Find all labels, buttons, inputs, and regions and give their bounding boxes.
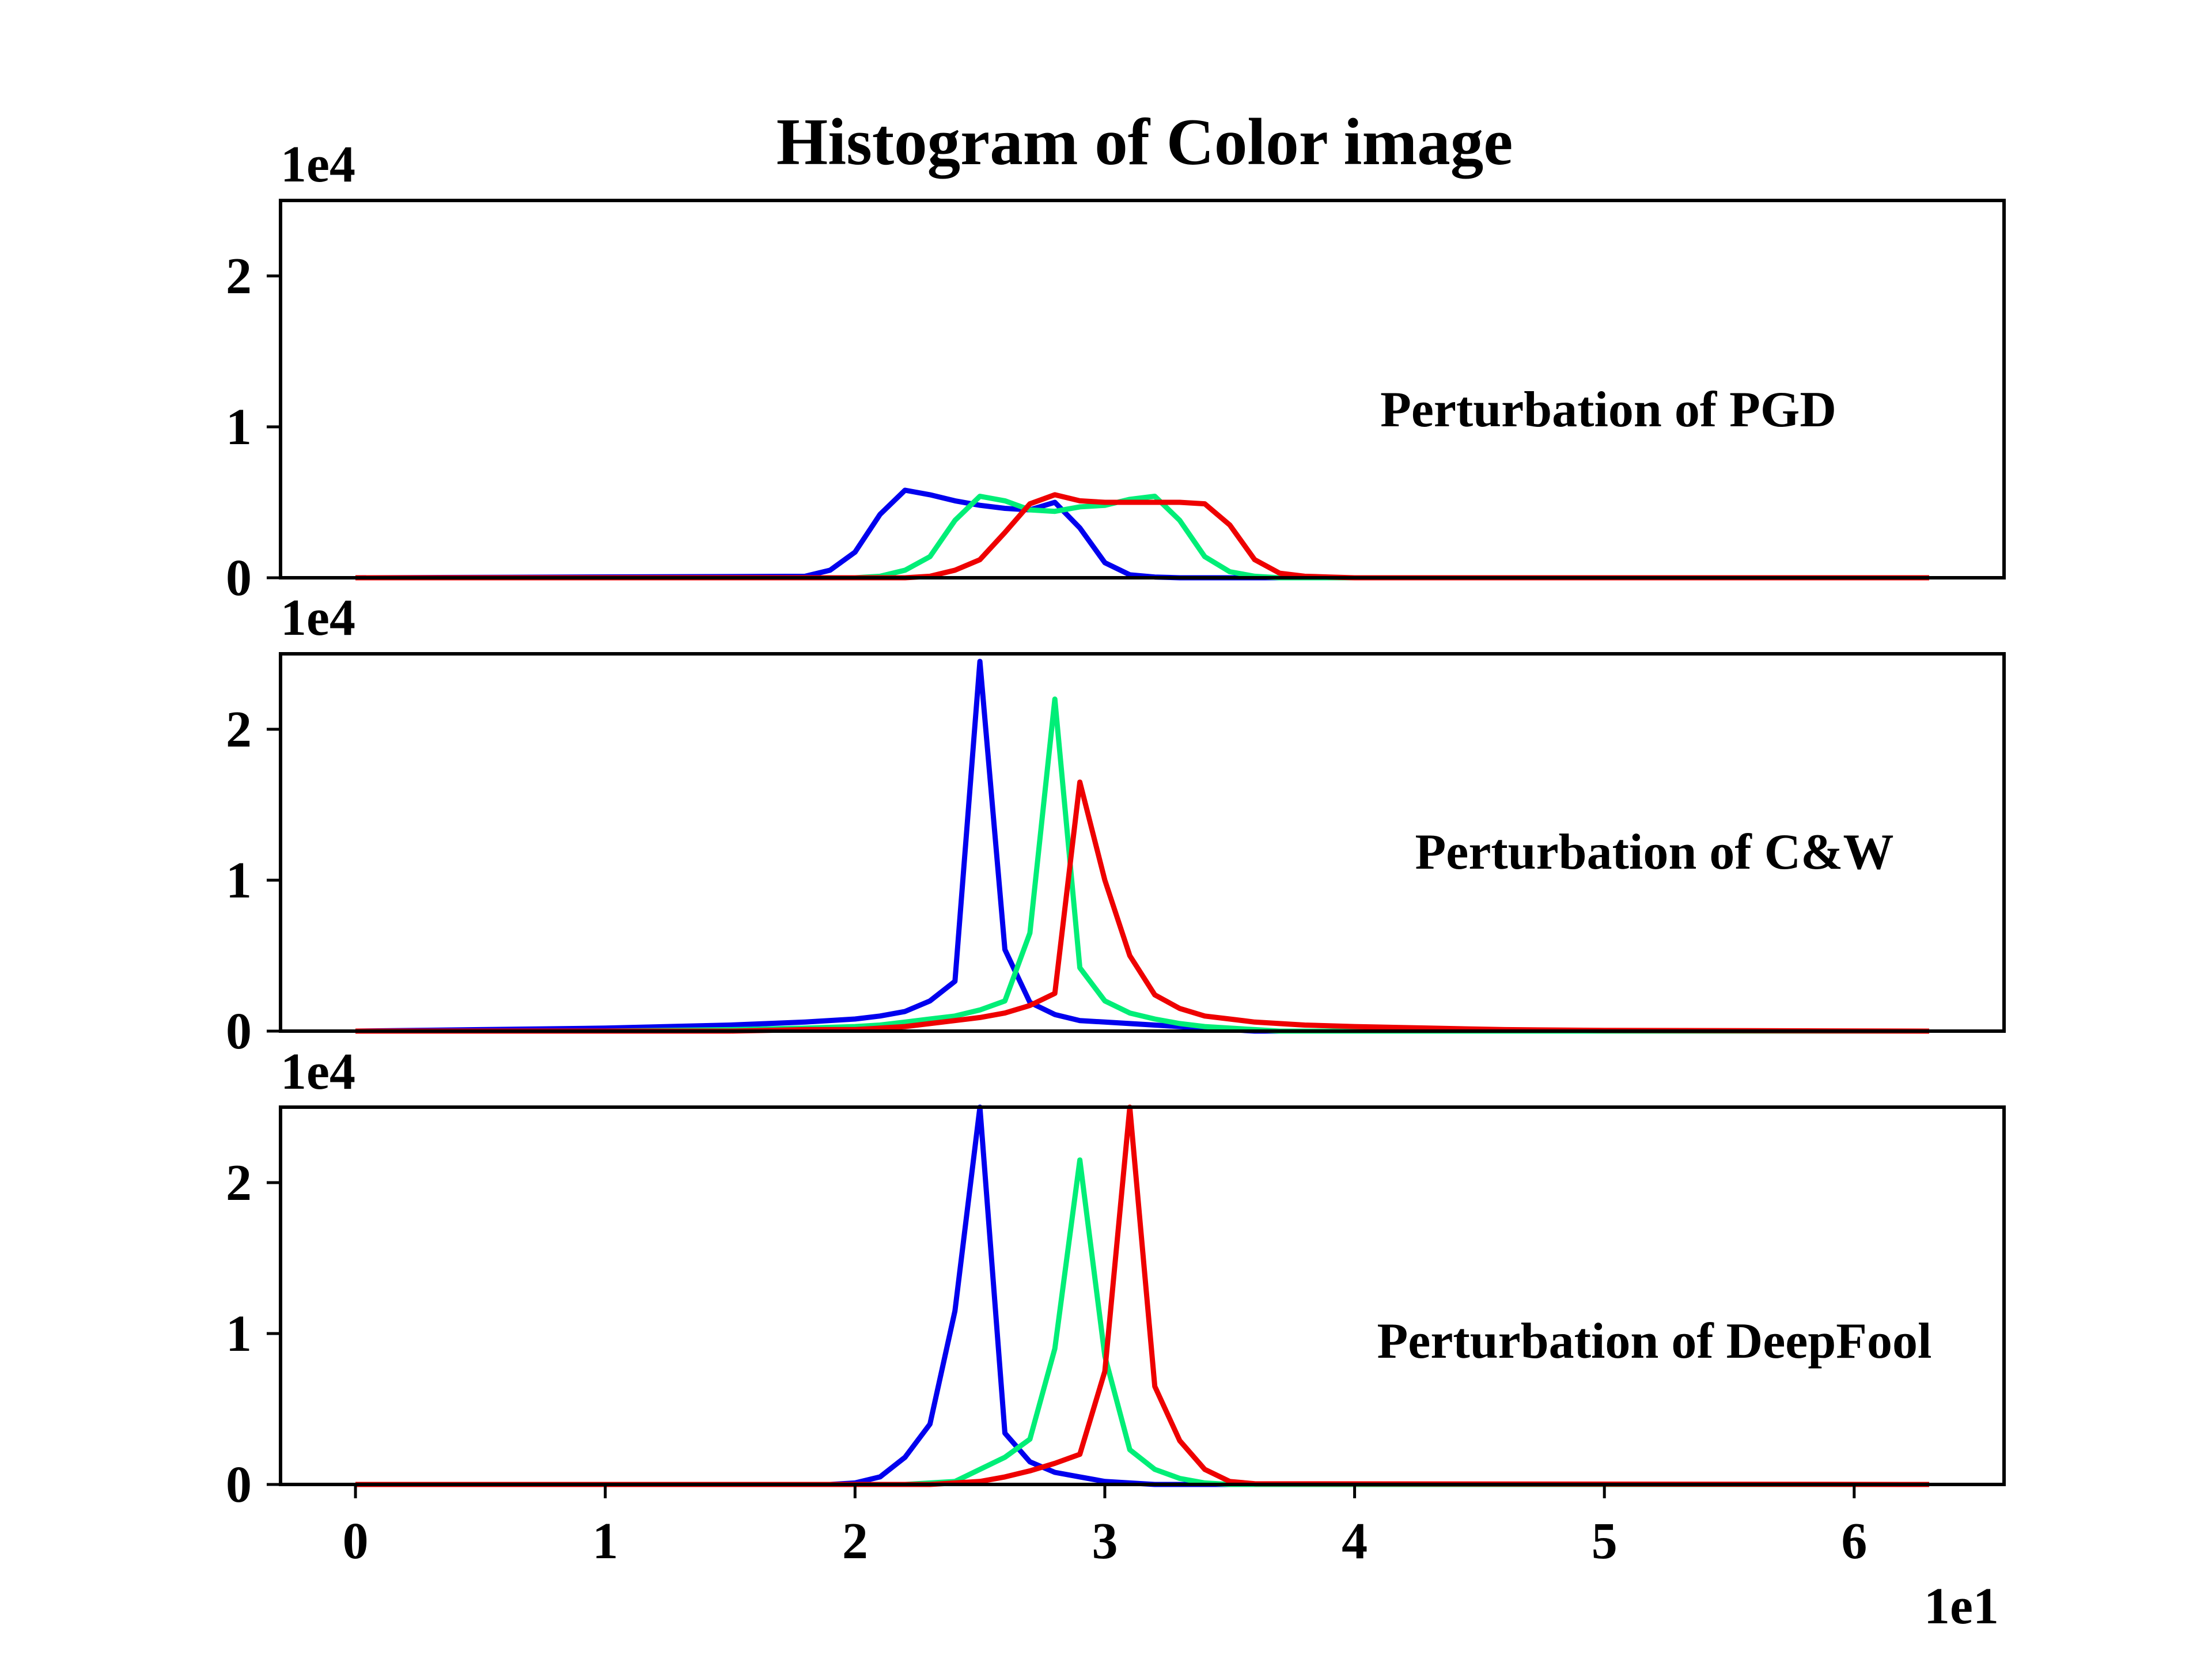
y-tick-label: 2 (226, 1154, 252, 1211)
panel-deepfool-annotation: Perturbation of DeepFool (1377, 1313, 1932, 1369)
x-tick-label: 2 (842, 1513, 868, 1570)
panel-cw: 0 1 2 1e4 Perturbation of C&W (226, 589, 2006, 1060)
panel-cw-annotation: Perturbation of C&W (1415, 824, 1894, 880)
x-tick-label: 4 (1342, 1513, 1368, 1570)
x-tick-label: 6 (1841, 1513, 1867, 1570)
panel-cw-frame (279, 652, 2006, 1033)
panel-pgd-yticks: 0 1 2 (226, 248, 281, 607)
x-tick-label: 5 (1592, 1513, 1618, 1570)
y-tick-label: 0 (226, 1003, 252, 1060)
figure-title: Histogram of Color image (777, 105, 1513, 179)
panel-cw-y-scale-label: 1e4 (281, 589, 355, 646)
panel-deepfool-xticks: 0 1 2 3 4 5 6 (343, 1484, 1867, 1570)
panel-deepfool-frame (279, 1105, 2006, 1486)
x-scale-label: 1e1 (1924, 1578, 1999, 1635)
panel-pgd-frame (279, 199, 2006, 579)
y-tick-label: 0 (226, 1456, 252, 1513)
x-tick-label: 1 (592, 1513, 618, 1570)
panel-pgd-annotation: Perturbation of PGD (1380, 382, 1836, 438)
panel-deepfool: 0 1 2 0 1 2 3 4 5 6 1e4 Perturbation of DeepFool… (226, 1043, 2006, 1635)
y-tick-label: 2 (226, 248, 252, 305)
y-tick-label: 1 (226, 852, 252, 909)
y-tick-label: 0 (226, 550, 252, 607)
panel-pgd: 0 1 2 1e4 Perturbation of PGD (226, 136, 2006, 607)
panel-deepfool-yticks: 0 1 2 (226, 1154, 281, 1513)
panel-cw-yticks: 0 1 2 (226, 701, 281, 1060)
panel-deepfool-y-scale-label: 1e4 (281, 1043, 355, 1100)
y-tick-label: 1 (226, 1305, 252, 1362)
y-tick-label: 2 (226, 701, 252, 758)
y-tick-label: 1 (226, 399, 252, 456)
panel-pgd-y-scale-label: 1e4 (281, 136, 355, 193)
x-tick-label: 3 (1092, 1513, 1118, 1570)
x-tick-label: 0 (343, 1513, 369, 1570)
